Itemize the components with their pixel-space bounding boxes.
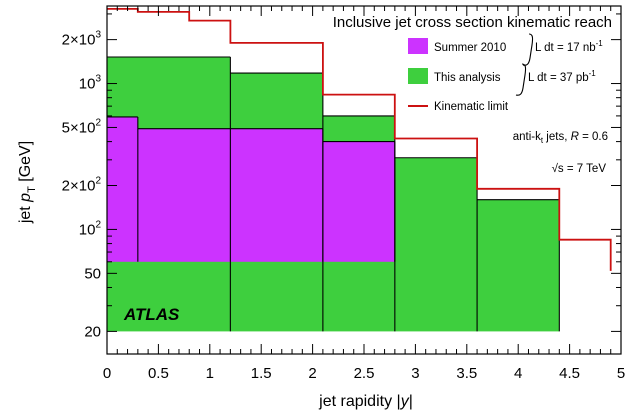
integral-sign-icon xyxy=(515,63,527,96)
legend: Summer 2010 This analysis Kinematic limi… xyxy=(408,33,603,113)
y-tick-label: 2×103 xyxy=(62,30,102,49)
y-tick-label: 5×102 xyxy=(62,117,102,136)
x-tick-label: 2 xyxy=(308,365,316,382)
x-tick-label: 1.5 xyxy=(251,365,272,382)
chart-title: Inclusive jet cross section kinematic re… xyxy=(333,14,612,31)
series-line-kinematic-limit xyxy=(107,7,612,271)
ticks-layer xyxy=(106,6,622,354)
x-tick-label: 2.5 xyxy=(354,365,375,382)
y-tick-label: 102 xyxy=(79,219,102,238)
legend-label-kinematic-limit: Kinematic limit xyxy=(434,101,509,113)
legend-label-summer-2010: Summer 2010 xyxy=(434,42,506,54)
x-tick-label: 5 xyxy=(617,365,625,382)
bar-this-analysis-3 xyxy=(394,157,478,332)
bar-summer-2010-2 xyxy=(322,141,395,262)
x-tick-label: 3 xyxy=(411,365,419,382)
legend-swatch-summer-2010 xyxy=(408,38,428,54)
x-axis-title: jet rapidity |y| xyxy=(318,393,413,410)
bands-layer xyxy=(107,56,560,332)
x-tick-label: 4 xyxy=(514,365,522,382)
integral-sign-icon xyxy=(522,33,534,66)
y-tick-label: 20 xyxy=(84,323,101,340)
y-tick-label: 103 xyxy=(79,74,102,93)
x-tick-label: 0 xyxy=(103,365,111,382)
legend-lumi-summer-2010: L dt = 17 nb-1 xyxy=(535,39,603,54)
legend-lumi-this-analysis: L dt = 37 pb-1 xyxy=(528,69,596,84)
x-tick-label: 3.5 xyxy=(456,365,477,382)
x-tick-label: 1 xyxy=(206,365,214,382)
x-tick-label: 4.5 xyxy=(559,365,580,382)
legend-label-this-analysis: This analysis xyxy=(434,72,501,84)
bar-summer-2010-0 xyxy=(107,116,138,262)
bar-this-analysis-4 xyxy=(477,199,560,332)
jet-algorithm-annotation: anti-kt jets, R = 0.6 xyxy=(513,131,608,145)
y-tick-label: 50 xyxy=(84,265,101,282)
energy-annotation: √s = 7 TeV xyxy=(552,162,607,175)
tick-labels-layer: 0 0.5 1 1.5 2 2.5 3 3.5 4 4.5 5 20 50 102 2×102 5×102 10… xyxy=(62,30,626,382)
legend-swatch-this-analysis xyxy=(408,68,428,84)
y-axis-title: jet pT [GeV] xyxy=(17,141,38,224)
experiment-label: ATLAS xyxy=(123,305,180,324)
y-tick-label: 2×102 xyxy=(62,176,102,195)
lines-layer xyxy=(107,7,612,271)
x-tick-label: 0.5 xyxy=(148,365,169,382)
